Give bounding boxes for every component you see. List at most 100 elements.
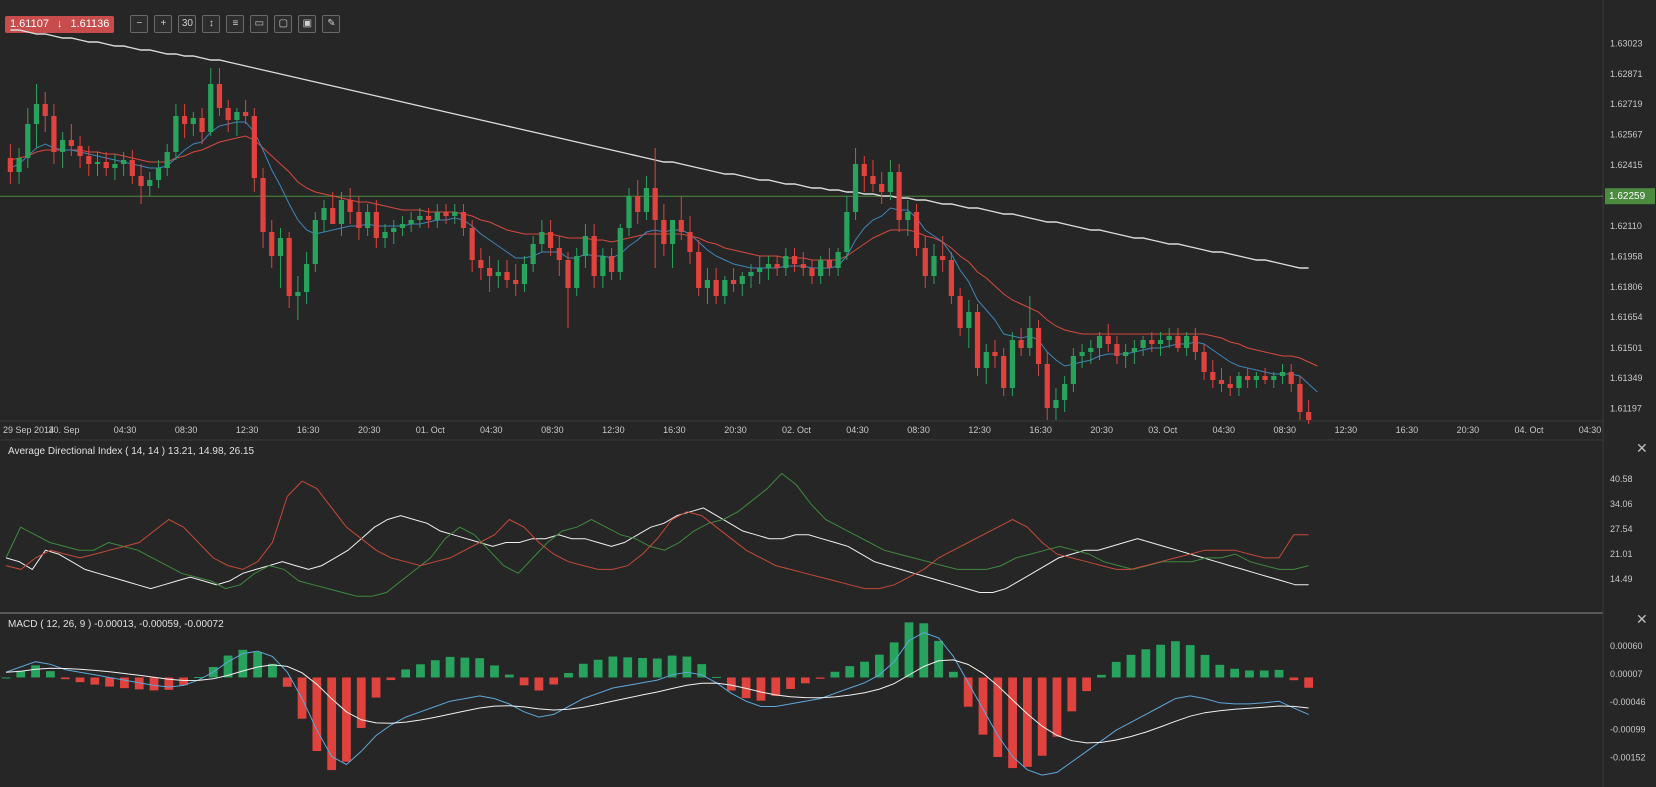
macd-histogram-bar — [504, 674, 514, 678]
price-axis-tick: 1.61197 — [1610, 404, 1642, 414]
macd-histogram-bar — [638, 658, 647, 678]
macd-axis-tick: -0.00152 — [1610, 753, 1646, 763]
candle-body — [1201, 352, 1207, 372]
chart-type-icon[interactable]: ▭ — [250, 15, 269, 33]
time-axis-label: 02. Oct — [782, 425, 812, 435]
candle-body — [704, 280, 711, 288]
candle-body — [443, 212, 449, 216]
candle-body — [809, 268, 815, 276]
candle-body — [155, 168, 162, 180]
candle-body — [469, 228, 475, 260]
macd-histogram-bar — [786, 677, 795, 689]
candle-body — [33, 104, 40, 124]
zoom-out-icon[interactable]: − — [130, 15, 149, 33]
candle-body — [1218, 380, 1225, 384]
objects-icon[interactable]: ▢ — [274, 15, 293, 33]
time-axis-label: 12:30 — [968, 425, 991, 435]
candle-body — [138, 176, 144, 186]
candle-body — [844, 212, 850, 252]
close-adx-panel-icon[interactable]: ✕ — [1636, 440, 1648, 456]
candle-body — [765, 264, 772, 268]
macd-histogram-bar — [60, 677, 70, 680]
macd-histogram-bar — [1, 677, 11, 679]
candle-body — [652, 188, 658, 220]
candle-body — [818, 260, 824, 276]
candle-body — [251, 116, 257, 178]
macd-histogram-bar — [282, 677, 292, 687]
candle-body — [826, 260, 833, 268]
price-axis-tick: 1.61654 — [1610, 312, 1643, 322]
candle-body — [391, 228, 397, 232]
candle-body — [1236, 376, 1242, 388]
candle-body — [199, 118, 205, 132]
macd-histogram-bar — [1304, 677, 1314, 688]
macd-histogram-bar — [238, 649, 248, 678]
indicators-icon[interactable]: ≡ — [226, 15, 245, 33]
candle-body — [521, 264, 528, 284]
ask-price: 1.61136 — [70, 17, 110, 30]
macd-histogram-bar — [386, 677, 396, 681]
macd-histogram-bar — [564, 672, 573, 678]
macd-histogram-bar — [623, 657, 633, 678]
macd-histogram-bar — [948, 671, 958, 678]
candle-body — [373, 212, 379, 238]
candle-body — [1253, 376, 1259, 380]
candle-body — [556, 248, 562, 260]
zoom-in-icon[interactable]: + — [154, 15, 173, 33]
macd-histogram-bar — [993, 677, 1003, 757]
candle-body — [478, 260, 484, 268]
time-axis-label: 08:30 — [907, 425, 930, 435]
macd-histogram-bar — [1274, 669, 1284, 678]
candle-body — [1271, 376, 1277, 380]
candle-body — [582, 236, 589, 256]
candle-body — [783, 256, 789, 268]
time-axis-label: 16:30 — [297, 425, 320, 435]
candle-body — [1018, 340, 1024, 348]
chart-toolbar: 1.61107 ↓ 1.61136 − + 30 ↕ ≡ ▭ ▢ ▣ ✎ — [5, 14, 341, 34]
macd-histogram-bar — [534, 677, 544, 691]
macd-histogram-bar — [445, 656, 455, 678]
candle-body — [608, 256, 615, 272]
adx-axis-tick: 40.58 — [1610, 474, 1633, 484]
candle-body — [330, 208, 336, 224]
candle-body — [591, 236, 597, 276]
ma-long-line — [10, 29, 1309, 269]
candle-body — [948, 260, 955, 296]
macd-histogram-bar — [327, 677, 337, 771]
candle-body — [1079, 352, 1085, 356]
time-axis-label: 08:30 — [541, 425, 564, 435]
candle-body — [931, 256, 937, 276]
macd-histogram-bar — [815, 677, 825, 679]
draw-icon[interactable]: ✎ — [322, 15, 341, 33]
macd-axis-tick: -0.00099 — [1610, 725, 1646, 735]
macd-histogram-bar — [934, 640, 943, 678]
macd-histogram-bar — [741, 677, 751, 699]
timeframe-icon[interactable]: 30 — [178, 15, 197, 33]
candle-body — [983, 352, 989, 368]
price-badge[interactable]: 1.61107 ↓ 1.61136 — [5, 15, 115, 33]
candle-body — [661, 220, 667, 244]
template-icon[interactable]: ▣ — [298, 15, 317, 33]
candle-body — [513, 280, 519, 284]
candle-body — [112, 164, 118, 168]
adx-axis-tick: 27.54 — [1610, 524, 1633, 534]
close-macd-panel-icon[interactable]: ✕ — [1636, 611, 1648, 627]
candle-body — [190, 118, 196, 124]
candle-body — [1035, 328, 1042, 364]
candle-body — [129, 160, 135, 176]
candle-body — [243, 112, 249, 116]
price-axis-tick: 1.63023 — [1610, 38, 1643, 48]
candle-body — [260, 178, 266, 232]
macd-histogram-bar — [430, 660, 440, 678]
macd-histogram-bar — [1141, 649, 1151, 678]
candle-body — [452, 212, 458, 216]
macd-histogram-bar — [1037, 677, 1047, 756]
macd-histogram-bar — [830, 671, 840, 678]
macd-histogram-bar — [697, 664, 707, 678]
macd-histogram-bar — [608, 656, 618, 678]
bar-chart-icon[interactable]: ↕ — [202, 15, 221, 33]
macd-histogram-bar — [1156, 644, 1166, 678]
candle-body — [1123, 352, 1129, 356]
candle-body — [1062, 384, 1068, 400]
